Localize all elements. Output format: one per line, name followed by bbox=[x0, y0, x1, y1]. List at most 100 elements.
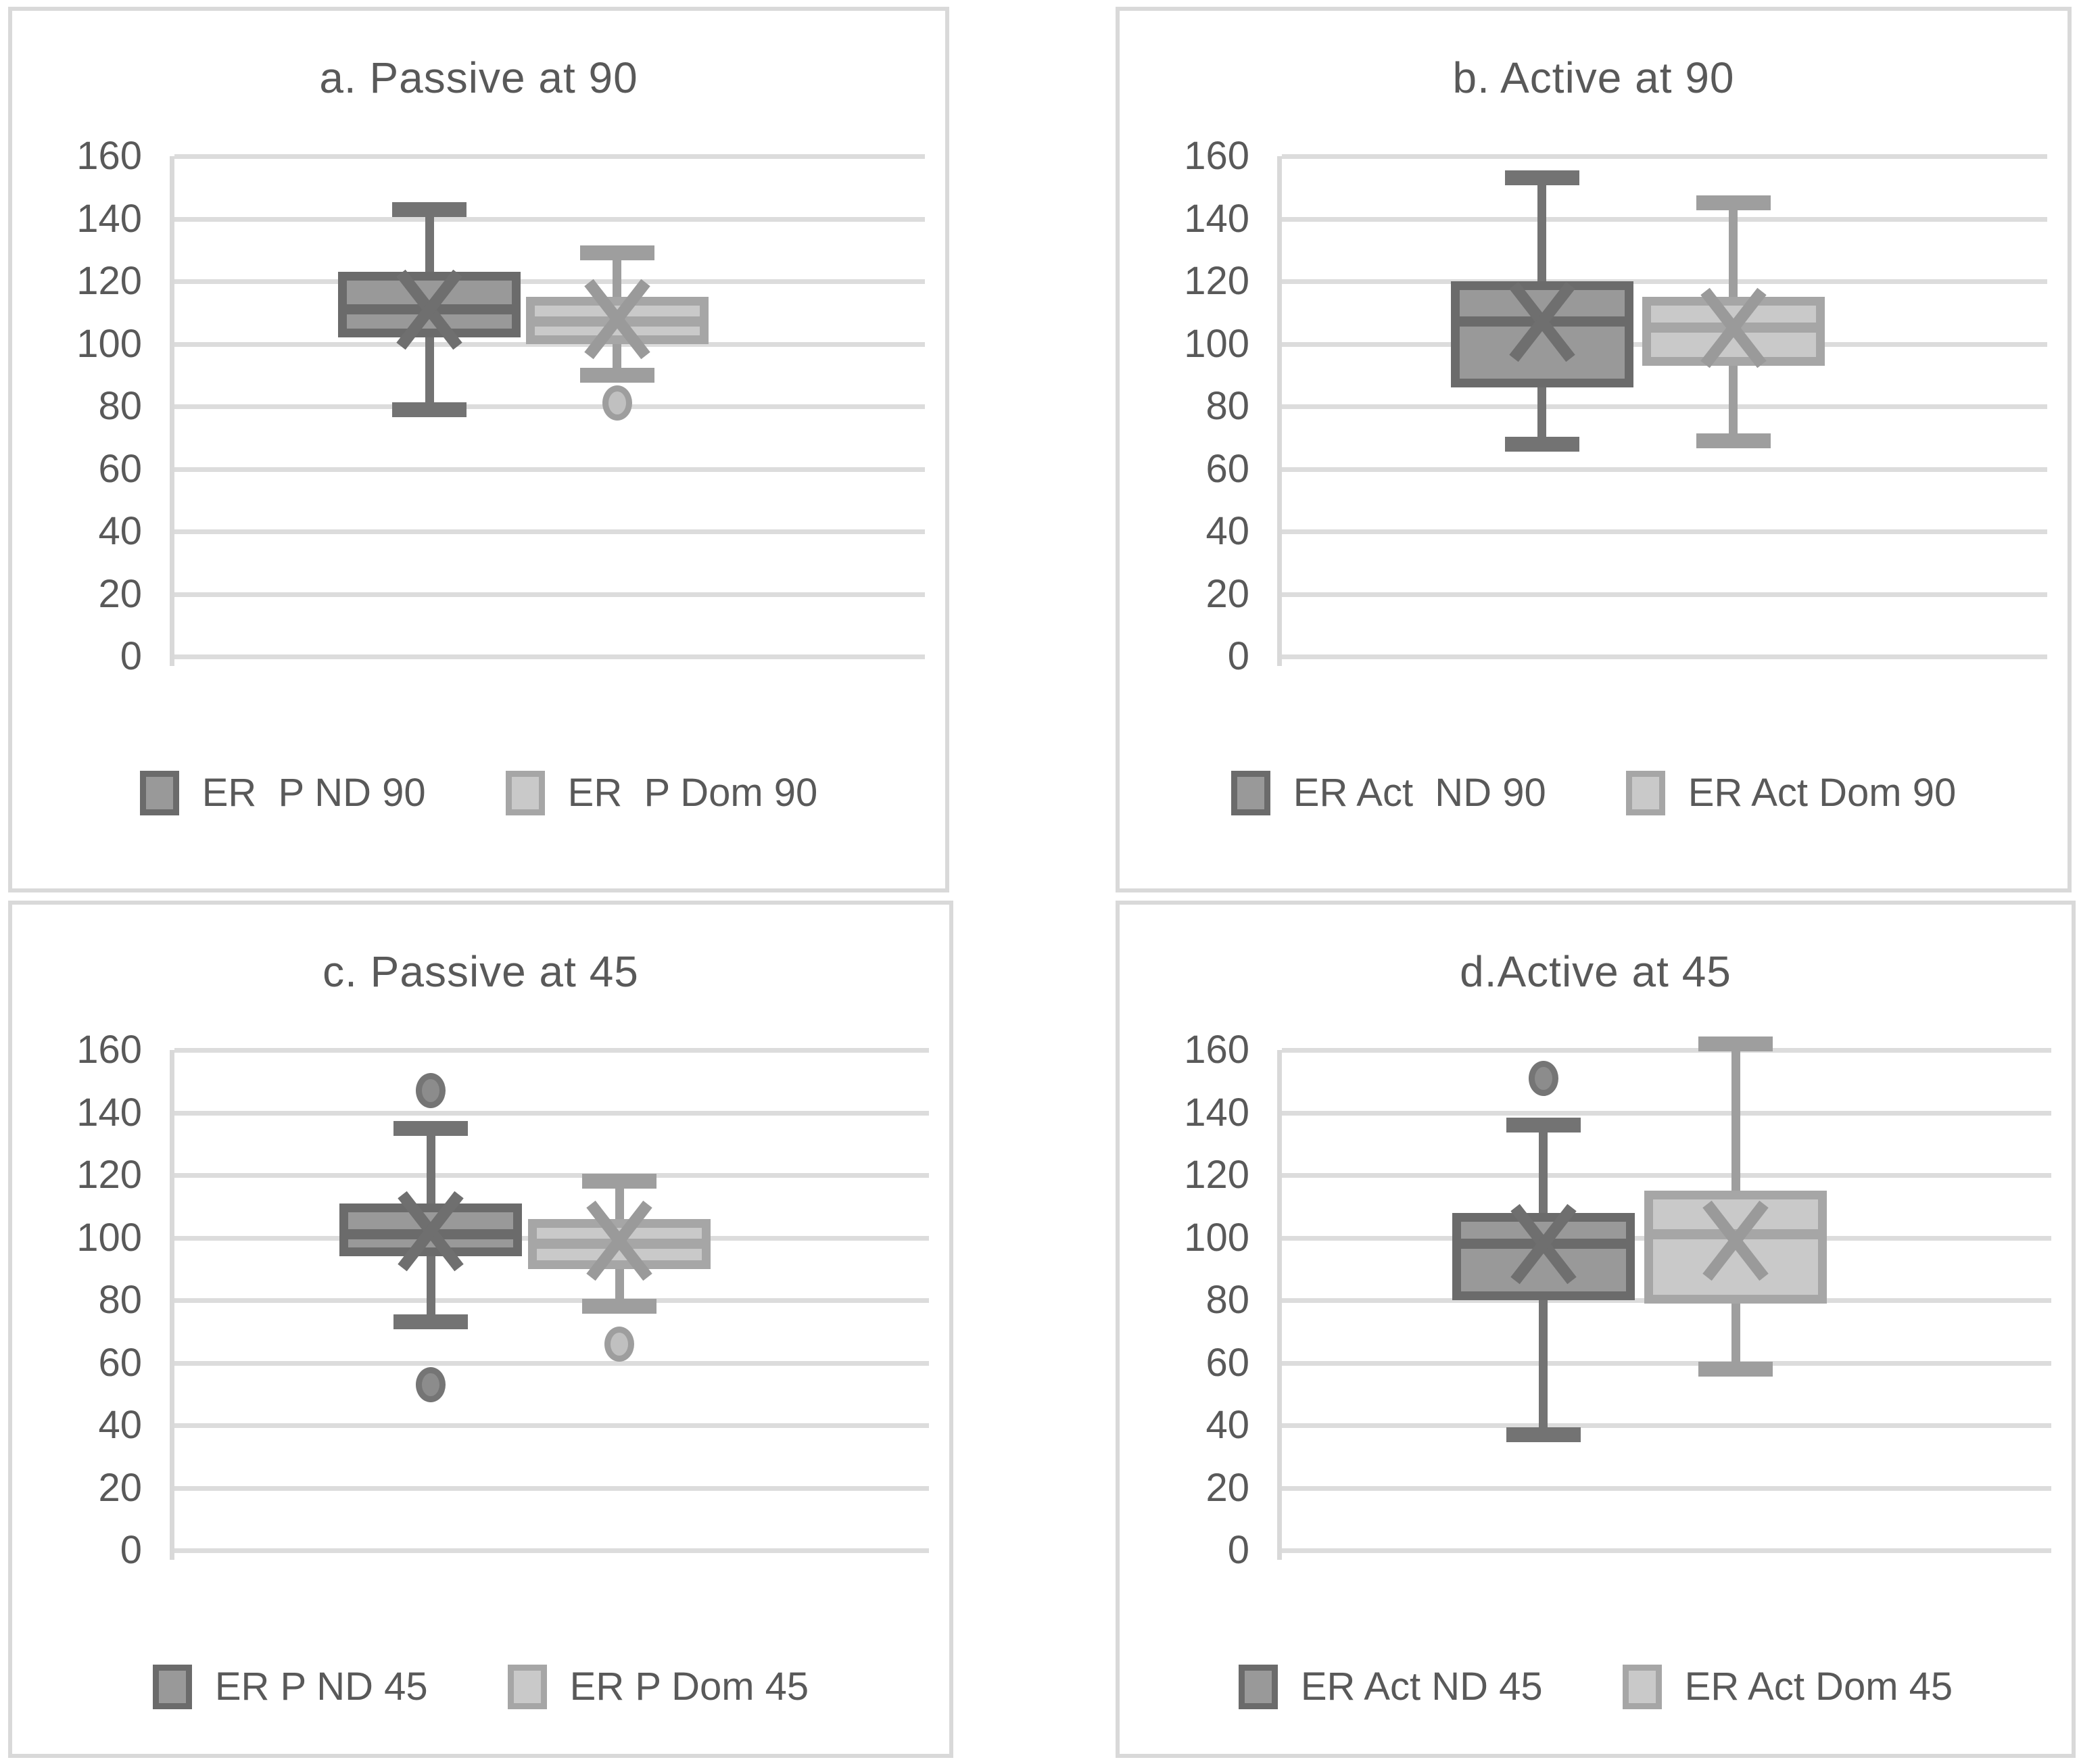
mean-x-marker bbox=[1696, 281, 1771, 375]
iqr-box bbox=[1450, 281, 1633, 388]
legend-swatch bbox=[1625, 771, 1665, 815]
y-tick-label: 80 bbox=[98, 1278, 142, 1322]
gridline bbox=[174, 404, 925, 409]
legend-item: ER P Dom 90 bbox=[505, 769, 818, 817]
mean-x-marker bbox=[1506, 1197, 1581, 1291]
legend-label: ER Act Dom 90 bbox=[1688, 771, 1957, 815]
gridline bbox=[1282, 592, 2047, 597]
whisker-upper-stem bbox=[1729, 203, 1738, 297]
y-tick-label: 40 bbox=[1205, 509, 1249, 553]
y-axis-line bbox=[170, 1050, 174, 1560]
legend-label: ER Act ND 45 bbox=[1300, 1665, 1543, 1709]
y-tick-label: 100 bbox=[76, 321, 142, 366]
outlier-point bbox=[602, 385, 632, 421]
whisker-upper-cap bbox=[392, 201, 467, 217]
whisker-lower-stem bbox=[1539, 1300, 1548, 1435]
y-tick-label: 20 bbox=[1205, 571, 1249, 616]
whisker-lower-stem bbox=[426, 1256, 435, 1322]
gridline bbox=[1282, 529, 2047, 534]
plot-area bbox=[170, 154, 925, 666]
whisker-upper-cap bbox=[579, 245, 654, 261]
whisker-upper-cap bbox=[1696, 195, 1771, 211]
gridline bbox=[1282, 404, 2047, 409]
legend: ER Act ND 45 ER Act Dom 45 bbox=[1120, 1663, 2072, 1711]
y-tick-label: 60 bbox=[98, 1340, 142, 1385]
legend-label: ER P Dom 90 bbox=[567, 771, 818, 815]
gridline bbox=[1282, 1360, 2051, 1366]
gridline bbox=[174, 1548, 929, 1553]
gridline bbox=[174, 1048, 929, 1053]
boxplot-panel: b. Active at 90 160 140 120 100 80 60 40 20 0 ER… bbox=[1116, 7, 2072, 892]
outlier-point bbox=[416, 1366, 446, 1402]
gridline bbox=[1282, 279, 2047, 284]
mean-x-marker bbox=[1504, 275, 1580, 369]
gridline bbox=[174, 1110, 929, 1116]
panel-title: a. Passive at 90 bbox=[319, 53, 638, 102]
whisker-lower-stem bbox=[1537, 387, 1547, 444]
y-tick-label: 20 bbox=[1205, 1465, 1249, 1510]
plot-area bbox=[170, 1048, 929, 1560]
legend-label: ER P ND 90 bbox=[201, 771, 426, 815]
gridline bbox=[174, 1360, 929, 1366]
legend-swatch bbox=[505, 771, 545, 815]
gridline bbox=[1282, 1423, 2051, 1428]
whisker-upper-stem bbox=[613, 253, 622, 297]
y-tick-label: 160 bbox=[1184, 134, 1249, 178]
legend-label: ER Act ND 90 bbox=[1293, 771, 1546, 815]
legend-label: ER P Dom 45 bbox=[569, 1665, 809, 1709]
gridline bbox=[174, 279, 925, 284]
legend-item: ER P ND 90 bbox=[139, 769, 426, 817]
y-tick-label: 60 bbox=[1205, 446, 1249, 491]
y-tick-label: 120 bbox=[1184, 1153, 1249, 1197]
y-tick-label: 140 bbox=[76, 1090, 142, 1135]
legend-item: ER Act ND 45 bbox=[1238, 1663, 1543, 1711]
whisker-upper-cap bbox=[393, 1120, 469, 1136]
gridline bbox=[174, 1423, 929, 1428]
legend-label: ER Act Dom 45 bbox=[1684, 1665, 1953, 1709]
y-axis-line bbox=[1277, 1050, 1282, 1560]
y-tick-label: 40 bbox=[98, 509, 142, 553]
gridline bbox=[174, 216, 925, 222]
y-tick-label: 40 bbox=[98, 1403, 142, 1447]
y-tick-label: 140 bbox=[1184, 1090, 1249, 1135]
y-axis-line bbox=[1277, 156, 1282, 666]
whisker-upper-cap bbox=[582, 1174, 657, 1189]
gridline bbox=[1282, 1485, 2051, 1491]
gridline bbox=[174, 654, 925, 659]
y-tick-label: 40 bbox=[1205, 1403, 1249, 1447]
whisker-lower-stem bbox=[1731, 1303, 1740, 1369]
whisker-lower-cap bbox=[393, 1314, 469, 1330]
gridline bbox=[174, 1485, 929, 1491]
legend: ER P ND 45 ER P Dom 45 bbox=[12, 1663, 949, 1711]
whisker-lower-cap bbox=[392, 402, 467, 417]
whisker-lower-cap bbox=[1698, 1361, 1773, 1377]
panel-title: d.Active at 45 bbox=[1460, 947, 1731, 996]
y-tick-label: 20 bbox=[98, 1465, 142, 1510]
legend-swatch bbox=[1622, 1665, 1662, 1709]
y-axis-line bbox=[170, 156, 174, 666]
whisker-upper-stem bbox=[426, 1128, 435, 1203]
gridline bbox=[174, 1298, 929, 1303]
y-tick-label: 160 bbox=[1184, 1028, 1249, 1072]
whisker-upper-cap bbox=[1506, 1118, 1581, 1133]
y-tick-label: 80 bbox=[1205, 384, 1249, 428]
whisker-upper-stem bbox=[1537, 178, 1547, 281]
y-tick-label: 80 bbox=[98, 384, 142, 428]
whisker-upper-cap bbox=[1504, 170, 1579, 186]
panel-title: b. Active at 90 bbox=[1452, 53, 1735, 102]
whisker-upper-cap bbox=[1698, 1036, 1773, 1051]
legend-swatch bbox=[1238, 1665, 1278, 1709]
legend-item: ER P Dom 45 bbox=[507, 1663, 809, 1711]
gridline bbox=[1282, 1110, 2051, 1116]
y-tick-label: 0 bbox=[1227, 1528, 1249, 1572]
gridline bbox=[1282, 467, 2047, 472]
iqr-box bbox=[1644, 1191, 1827, 1304]
whisker-lower-stem bbox=[613, 343, 622, 375]
whisker-upper-stem bbox=[1539, 1125, 1548, 1213]
y-tick-label: 100 bbox=[76, 1215, 142, 1260]
whisker-lower-stem bbox=[425, 337, 434, 410]
outlier-point bbox=[416, 1073, 446, 1109]
y-tick-label: 80 bbox=[1205, 1278, 1249, 1322]
y-tick-label: 100 bbox=[1184, 1215, 1249, 1260]
whisker-upper-stem bbox=[425, 209, 434, 272]
